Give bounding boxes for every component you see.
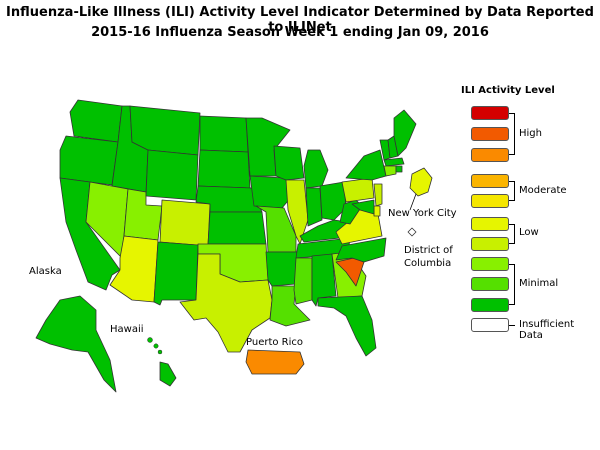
- legend-bracket-minimal: [509, 264, 515, 305]
- legend-swatch-level-5: [471, 217, 509, 231]
- state-TX: [179, 253, 273, 353]
- state-MA: [383, 157, 405, 167]
- legend-label-high: High: [519, 128, 542, 139]
- hawaii-label: Hawaii: [110, 324, 144, 335]
- state-OR: [59, 135, 119, 186]
- state-CO: [159, 199, 211, 247]
- legend-swatch-level-1: [471, 298, 509, 312]
- state-MD: [351, 199, 375, 215]
- state-AR: [265, 251, 299, 287]
- puerto-rico-label: Puerto Rico: [246, 337, 304, 348]
- state-WI: [273, 145, 305, 181]
- legend-bracket-high: [509, 113, 515, 155]
- state-WA: [69, 99, 123, 143]
- dc-label-line1: District of: [404, 245, 453, 256]
- state-NY: [345, 149, 387, 181]
- hi-island-2: [153, 343, 159, 349]
- legend-swatch-level-6: [471, 194, 509, 208]
- legend-swatch-level-3: [471, 257, 509, 271]
- state-NM: [153, 241, 199, 306]
- alaska-label: Alaska: [29, 266, 62, 277]
- legend-swatch-level-10: [471, 106, 509, 120]
- legend-label-low: Low: [519, 227, 539, 238]
- state-NJ: [373, 183, 383, 207]
- state-MI: [303, 149, 329, 189]
- legend-bracket-insufficient: [509, 325, 515, 326]
- state-ND: [199, 115, 249, 153]
- state-NC: [335, 237, 387, 263]
- legend-title: ILI Activity Level: [461, 85, 555, 96]
- map-subtitle: 2015-16 Influenza Season Week 1 ending J…: [91, 25, 489, 40]
- state-FL: [317, 295, 377, 357]
- legend-bracket-low: [509, 224, 515, 244]
- state-OH: [319, 181, 347, 221]
- legend-label-moderate: Moderate: [519, 185, 567, 196]
- pr-inset: [245, 349, 305, 375]
- legend-swatch-insufficient: [471, 318, 509, 332]
- state-WY: [145, 149, 199, 201]
- hi-island-3: [157, 349, 163, 355]
- nyc-inset: [409, 167, 433, 197]
- legend-bracket-moderate: [509, 181, 515, 201]
- state-ME: [393, 109, 417, 157]
- state-RI: [395, 165, 403, 173]
- legend-label-minimal: Minimal: [519, 278, 559, 289]
- state-IN: [305, 187, 323, 227]
- state-SD: [197, 149, 251, 189]
- legend-swatch-level-2: [471, 277, 509, 291]
- state-AK: [35, 295, 117, 393]
- legend-swatch-level-4: [471, 237, 509, 251]
- legend-swatch-level-9: [471, 127, 509, 141]
- legend-swatch-level-8: [471, 148, 509, 162]
- nyc-leader-line: [409, 193, 417, 211]
- state-KS: [207, 211, 267, 245]
- map-title: Influenza-Like Illness (ILI) Activity Le…: [6, 5, 594, 35]
- state-DE: [373, 205, 381, 217]
- legend-swatch-level-7: [471, 174, 509, 188]
- state-SC: [335, 257, 365, 287]
- state-PA: [341, 177, 375, 203]
- dc-inset: [407, 227, 417, 237]
- legend-label-insufficient: Insufficient Data: [519, 319, 575, 341]
- state-MS: [293, 257, 313, 305]
- nyc-label: New York City: [388, 208, 457, 219]
- dc-label-line2: Columbia: [404, 258, 452, 269]
- state-HI: [159, 361, 177, 387]
- hi-island-1: [147, 337, 153, 343]
- state-CT: [383, 165, 397, 177]
